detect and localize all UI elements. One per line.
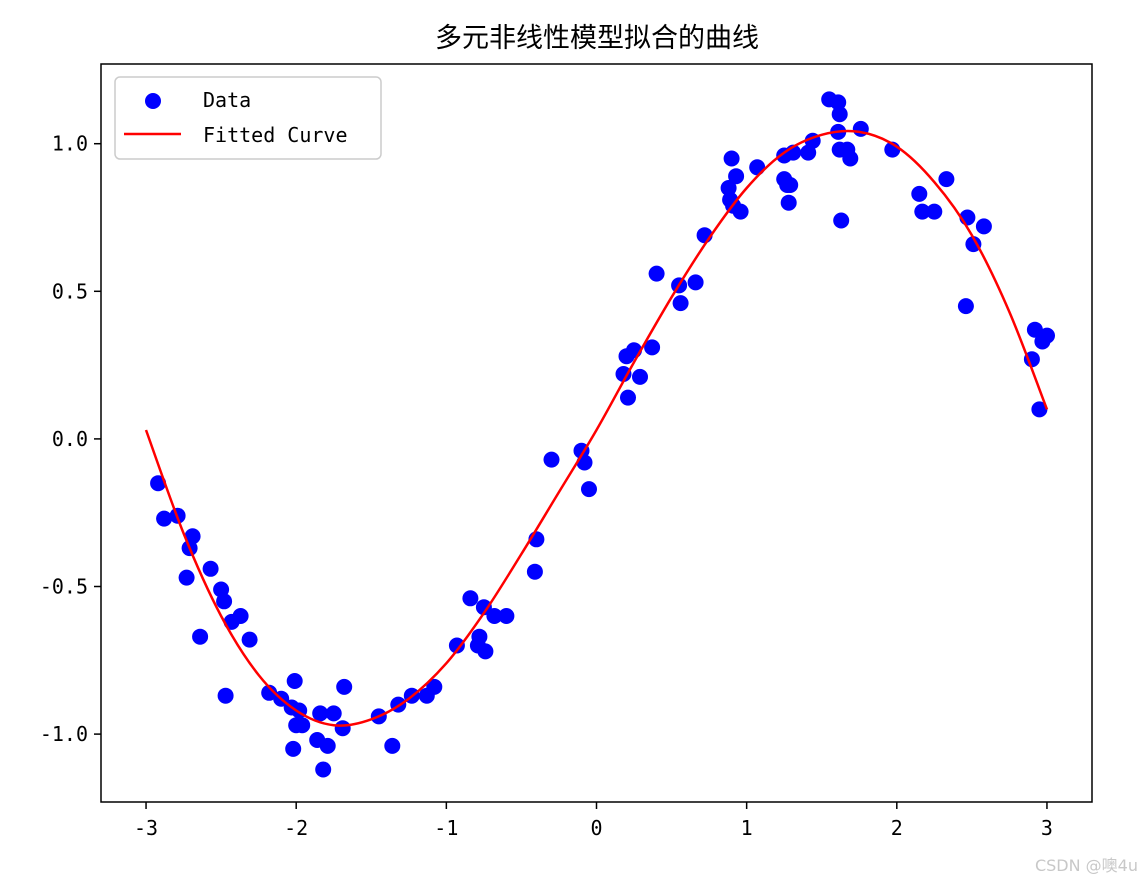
- data-point: [384, 737, 401, 754]
- data-point: [471, 628, 488, 645]
- data-point: [498, 608, 515, 624]
- data-point: [261, 684, 278, 701]
- legend: Data Fitted Curve: [114, 76, 382, 160]
- data-point: [632, 368, 648, 385]
- y-tick-label: 1.0: [52, 132, 88, 156]
- data-point: [723, 150, 740, 167]
- data-point: [1031, 401, 1048, 418]
- data-point: [615, 366, 632, 382]
- data-point: [842, 150, 859, 167]
- data-point: [462, 590, 479, 607]
- data-point: [749, 159, 766, 176]
- data-point: [192, 628, 209, 645]
- data-point: [1039, 327, 1055, 344]
- data-point: [319, 737, 336, 754]
- chart-title: 多元非线性模型拟合的曲线: [435, 23, 759, 54]
- y-axis: -1.0 -0.5 0.0 0.5 1.0: [40, 132, 101, 746]
- data-point: [241, 631, 258, 648]
- y-tick-label: -1.0: [40, 722, 88, 746]
- watermark: CSDN @噢4u: [1034, 856, 1138, 875]
- data-point: [217, 687, 234, 704]
- x-axis: -3 -2 -1 0 1 2 3: [134, 802, 1053, 840]
- data-point: [232, 608, 249, 624]
- data-point: [543, 451, 560, 468]
- data-point: [975, 218, 992, 235]
- data-point: [728, 168, 745, 185]
- data-point: [294, 717, 311, 734]
- data-point: [325, 705, 342, 722]
- legend-box: [114, 76, 382, 160]
- data-point: [448, 637, 465, 654]
- data-point: [202, 560, 219, 577]
- data-point: [286, 673, 303, 689]
- data-point: [833, 212, 850, 229]
- data-point: [334, 720, 351, 737]
- data-point: [830, 94, 847, 111]
- data-point: [526, 563, 543, 580]
- data-point: [285, 740, 302, 757]
- plot-area: [144, 91, 1055, 778]
- data-point: [926, 203, 943, 220]
- data-point: [780, 194, 797, 211]
- data-point: [672, 295, 689, 312]
- data-point: [336, 678, 353, 695]
- x-tick-label: 1: [741, 816, 753, 840]
- data-point: [178, 569, 195, 586]
- data-point: [315, 761, 332, 778]
- data-point: [911, 185, 928, 202]
- x-tick-label: -2: [284, 816, 308, 840]
- data-point: [620, 389, 636, 406]
- data-point: [477, 643, 494, 660]
- legend-label-data: Data: [203, 88, 251, 112]
- data-point: [720, 180, 737, 196]
- y-tick-label: 0.0: [52, 427, 88, 451]
- data-point: [938, 171, 955, 188]
- x-tick-label: 0: [590, 816, 602, 840]
- data-point: [581, 481, 597, 498]
- data-point: [576, 454, 593, 471]
- y-tick-label: -0.5: [40, 575, 88, 599]
- x-tick-label: 3: [1041, 816, 1053, 840]
- data-point: [965, 236, 982, 253]
- y-tick-label: 0.5: [52, 279, 88, 303]
- legend-marker-data: [145, 93, 161, 109]
- data-point: [1026, 321, 1043, 338]
- data-point: [957, 298, 974, 315]
- data-point: [216, 593, 233, 610]
- x-tick-label: -1: [434, 816, 458, 840]
- data-point: [312, 705, 329, 722]
- data-point: [687, 274, 704, 291]
- data-point: [486, 608, 503, 624]
- x-tick-label: -3: [134, 816, 158, 840]
- data-point: [831, 106, 848, 123]
- data-point: [732, 203, 749, 220]
- x-tick-label: 2: [891, 816, 903, 840]
- data-point: [914, 203, 931, 220]
- data-point: [150, 475, 167, 492]
- data-point: [782, 177, 799, 193]
- legend-label-fitted-curve: Fitted Curve: [203, 123, 348, 147]
- data-points: [150, 91, 1055, 778]
- data-point: [184, 528, 201, 545]
- fitted-curve-line: [144, 129, 1049, 727]
- data-point: [156, 510, 173, 527]
- data-point: [475, 599, 492, 616]
- data-point: [426, 678, 443, 695]
- data-point: [648, 265, 665, 282]
- data-point: [644, 339, 661, 356]
